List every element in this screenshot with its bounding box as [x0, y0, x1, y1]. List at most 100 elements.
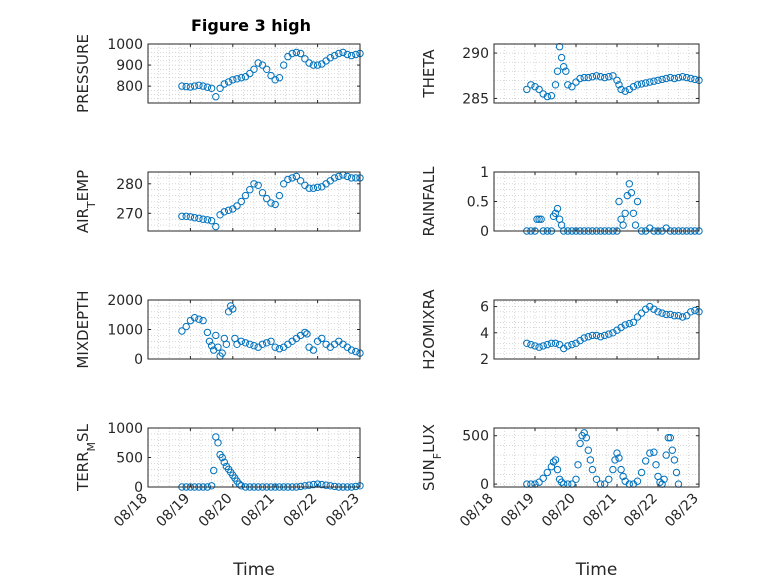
data-point	[633, 81, 642, 89]
data-point	[523, 85, 531, 94]
data-point	[678, 313, 687, 321]
data-point	[586, 456, 595, 464]
x-tick-label: 08/20	[539, 491, 579, 531]
data-point	[195, 315, 203, 323]
x-tick-label: 08/18	[457, 491, 497, 531]
data-point	[535, 215, 543, 223]
data-point	[543, 92, 551, 101]
y-tick-label: 800	[116, 79, 143, 95]
data-point	[186, 213, 195, 221]
data-point	[619, 221, 627, 229]
data-point	[199, 316, 207, 325]
data-point	[642, 79, 650, 87]
data-point	[592, 331, 601, 340]
data-point	[588, 73, 597, 81]
x-tick-label: 08/21	[238, 491, 278, 531]
data-point	[666, 434, 674, 442]
data-point	[222, 340, 231, 348]
y-tick-label: 1000	[107, 37, 143, 53]
data-point	[343, 50, 351, 59]
data-point	[601, 331, 609, 340]
data-point	[203, 328, 212, 337]
data-point	[646, 449, 654, 457]
y-tick-label: 1000	[107, 421, 143, 437]
data-point	[576, 439, 584, 448]
data-point	[629, 83, 638, 91]
data-point	[555, 340, 564, 349]
data-point	[687, 308, 695, 316]
y-axis-label: MIXDEPTH	[74, 290, 92, 368]
x-tick-label: 08/19	[498, 491, 538, 531]
data-point	[254, 59, 262, 67]
data-point	[263, 194, 271, 203]
data-point	[220, 458, 229, 466]
data-point	[263, 65, 271, 74]
x-tick-label: 08/18	[111, 491, 151, 531]
data-point	[535, 85, 543, 94]
data-point	[250, 180, 258, 188]
data-point	[280, 61, 288, 69]
data-point	[658, 309, 666, 317]
data-point	[271, 200, 279, 209]
data-point	[615, 197, 623, 206]
data-point	[352, 50, 360, 59]
data-point	[609, 329, 617, 337]
data-point	[670, 456, 679, 464]
data-point	[205, 337, 214, 345]
data-point	[271, 343, 279, 351]
data-point	[178, 82, 186, 90]
y-tick-label: 0	[480, 224, 489, 240]
data-point	[233, 202, 241, 210]
data-point	[258, 61, 267, 69]
y-tick-label: 900	[116, 58, 143, 74]
data-point	[547, 339, 556, 347]
data-point	[352, 482, 360, 491]
data-point	[233, 75, 241, 83]
data-point	[613, 449, 621, 457]
data-point	[683, 312, 691, 320]
data-point	[212, 222, 220, 231]
data-point	[288, 174, 296, 182]
data-point	[654, 76, 662, 85]
data-point	[646, 78, 654, 86]
data-point	[619, 472, 627, 481]
data-point	[224, 78, 233, 86]
data-point	[237, 482, 246, 490]
data-point	[207, 217, 216, 225]
data-point	[568, 83, 576, 91]
data-point	[347, 346, 356, 354]
data-point	[617, 465, 625, 474]
data-point	[553, 204, 562, 213]
subplot-5: 0 1000 2000 MIXDEPTH	[74, 290, 364, 369]
data-point	[662, 451, 670, 459]
y-axis-label: PRESSURE	[74, 34, 92, 113]
data-point	[574, 461, 582, 469]
data-point	[301, 55, 309, 63]
data-point	[650, 305, 658, 313]
data-point	[254, 181, 262, 190]
data-point	[584, 446, 592, 454]
data-point	[210, 466, 218, 475]
data-point	[527, 340, 535, 349]
data-point	[549, 458, 558, 466]
data-point	[246, 69, 254, 78]
data-point	[533, 215, 541, 223]
data-point	[207, 482, 216, 490]
data-point	[553, 67, 562, 75]
data-point	[580, 429, 588, 437]
data-point	[633, 313, 642, 321]
data-point	[580, 73, 588, 82]
data-point	[560, 62, 568, 71]
data-point	[617, 85, 625, 94]
data-point	[584, 73, 592, 82]
data-point	[654, 308, 662, 316]
data-point	[613, 76, 621, 85]
data-point	[666, 310, 674, 319]
data-point	[335, 172, 343, 181]
data-point	[551, 456, 560, 464]
axes-box	[493, 427, 700, 488]
y-tick-label: 2000	[107, 293, 143, 309]
data-point	[182, 322, 190, 331]
data-point	[237, 197, 246, 206]
